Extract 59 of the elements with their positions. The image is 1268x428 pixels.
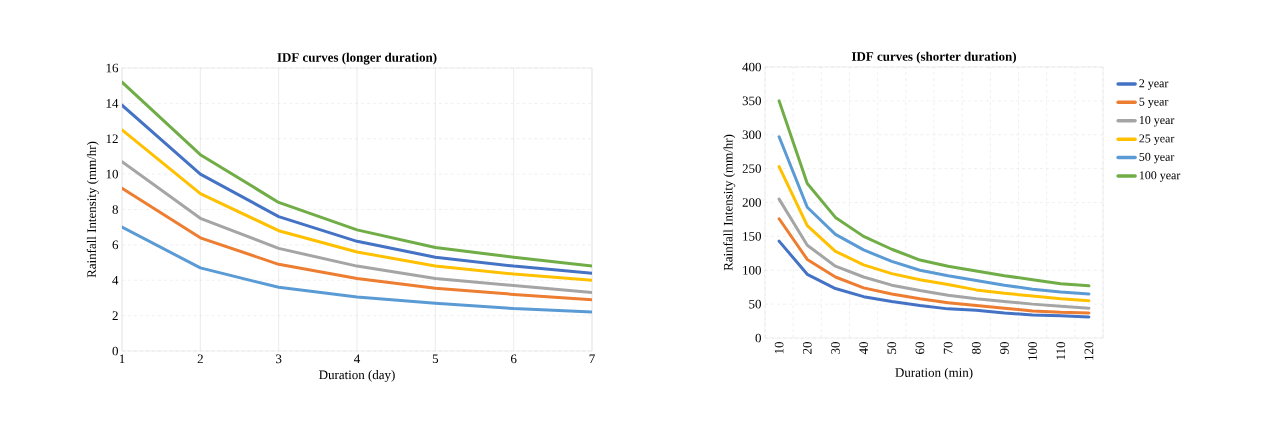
x-tick-label: 1: [119, 354, 125, 364]
x-tick-label: 2: [197, 354, 203, 364]
line-series: [122, 160, 593, 295]
x-tick-label: 3: [276, 354, 282, 364]
y-tick-label: 50: [749, 299, 761, 309]
y-tick-label: 0: [755, 333, 761, 343]
y-tick-label: 300: [742, 130, 761, 140]
legend-label: 100 year: [1139, 171, 1181, 182]
y-tick-label: 4: [112, 275, 119, 285]
legend-label: 50 year: [1139, 152, 1175, 164]
line-series: [777, 239, 1091, 319]
y-tick-label: 6: [112, 240, 119, 250]
y-tick-label: 8: [112, 205, 118, 214]
y-tick-label: 12: [106, 134, 118, 144]
line-series: [122, 80, 593, 268]
y-axis-title: Rainfall Intensity (mm/hr): [723, 134, 736, 271]
x-tick-label: 50: [887, 342, 897, 354]
y-axis-title: Rainfall Intensity (mm/hr): [86, 141, 99, 278]
y-tick-label: 100: [743, 265, 761, 275]
x-tick-label: 110: [1056, 342, 1066, 360]
x-tick-label: 40: [859, 342, 868, 355]
y-tick-label: 14: [106, 99, 119, 108]
line-series: [777, 165, 1091, 303]
legend-label: 2 year: [1139, 79, 1169, 90]
line-series: [122, 225, 593, 314]
y-tick-label: 10: [106, 169, 118, 179]
x-axis-title: Duration (min): [895, 367, 973, 380]
line-series: [122, 103, 593, 275]
x-tick-label: 60: [915, 342, 925, 354]
x-tick-label: 70: [943, 342, 953, 354]
x-tick-label: 20: [802, 342, 812, 354]
x-tick-label: 100: [1028, 342, 1037, 360]
x-tick-label: 30: [831, 342, 840, 354]
line-series: [777, 197, 1091, 310]
x-tick-label: 80: [971, 342, 981, 354]
x-tick-label: 5: [432, 354, 439, 364]
y-tick-label: 400: [742, 62, 761, 72]
x-axis-title: Duration (day): [319, 370, 395, 382]
chart-title: IDF curves (longer duration): [277, 52, 437, 65]
y-tick-label: 2: [112, 311, 118, 320]
y-tick-label: 200: [742, 198, 761, 207]
x-tick-label: 4: [354, 354, 361, 364]
line-series: [122, 128, 593, 282]
y-tick-label: 350: [742, 96, 761, 106]
legend-label: 5 year: [1139, 97, 1169, 109]
x-tick-label: 10: [774, 342, 784, 354]
chart-title: IDF curves (shorter duration): [851, 51, 1016, 64]
y-tick-label: 0: [112, 346, 118, 356]
legend-label: 25 year: [1139, 134, 1175, 145]
line-series: [777, 135, 1091, 296]
x-tick-label: 7: [589, 354, 595, 363]
legend-label: 10 year: [1139, 116, 1175, 127]
y-tick-label: 250: [742, 164, 761, 173]
y-tick-label: 16: [106, 63, 119, 73]
x-tick-label: 120: [1084, 342, 1094, 360]
x-tick-label: 90: [1000, 342, 1009, 355]
y-tick-label: 150: [743, 232, 761, 241]
x-tick-label: 6: [511, 354, 517, 364]
line-series: [122, 186, 593, 302]
